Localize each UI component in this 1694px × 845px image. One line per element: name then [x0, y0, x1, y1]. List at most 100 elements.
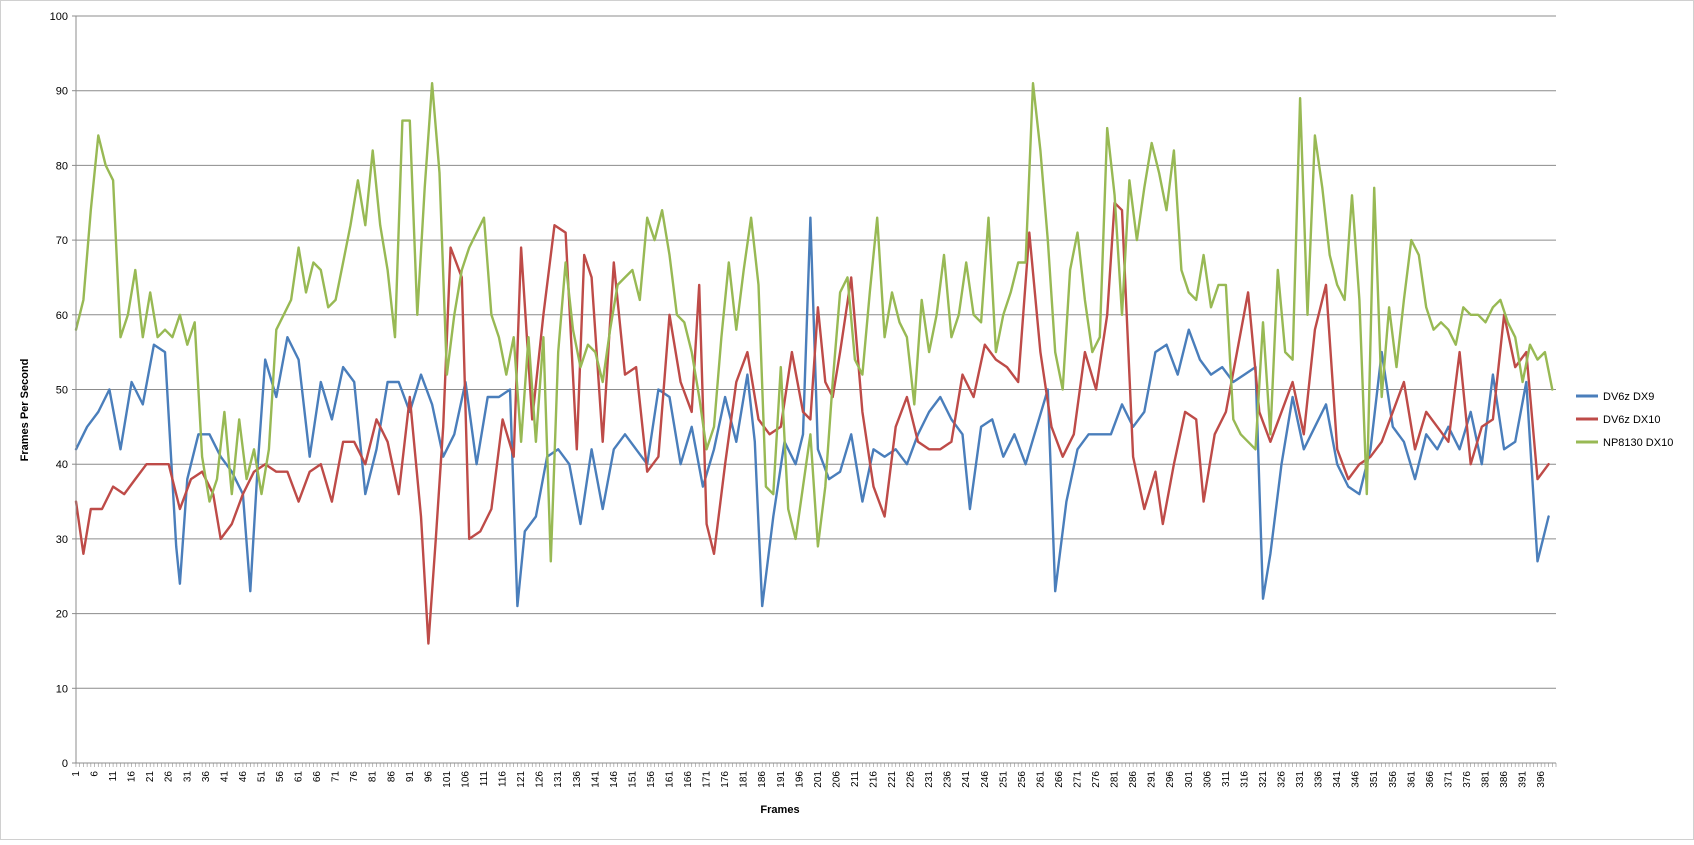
series-line-1 [74, 216, 1550, 608]
x-tick-label: 371 [1443, 771, 1454, 788]
x-tick-label: 101 [442, 771, 453, 788]
x-tick-label: 311 [1221, 771, 1232, 787]
x-tick-label: 326 [1277, 771, 1288, 788]
x-tick-label: 361 [1406, 771, 1417, 788]
x-axis-ticks: 1 6 11 16 21 26 31 36 41 46 51 56 61 66 71 76 81 86 91 96 10… [71, 763, 1557, 788]
x-tick-label: 106 [460, 771, 471, 788]
x-tick-label: 21 [145, 771, 156, 783]
x-tick-label: 196 [794, 771, 805, 788]
y-tick-label: 10 [56, 683, 68, 695]
x-tick-label: 261 [1035, 771, 1046, 788]
x-tick-label: 131 [553, 771, 564, 788]
x-tick-label: 121 [516, 771, 527, 788]
x-tick-label: 356 [1388, 771, 1399, 788]
x-tick-label: 136 [572, 771, 583, 788]
x-tick-label: 226 [906, 771, 917, 788]
x-tick-label: 191 [776, 771, 787, 788]
x-tick-label: 41 [219, 771, 230, 783]
x-tick-label: 336 [1314, 771, 1325, 788]
x-tick-label: 246 [980, 771, 991, 788]
x-tick-label: 126 [535, 771, 546, 788]
series-line-2 [74, 201, 1550, 645]
x-tick-label: 216 [868, 771, 879, 788]
x-tick-label: 266 [1054, 771, 1065, 788]
x-tick-label: 221 [887, 771, 898, 788]
x-tick-label: 16 [127, 771, 138, 783]
y-tick-label: 70 [56, 235, 68, 247]
x-tick-label: 11 [108, 771, 119, 782]
x-tick-label: 71 [331, 771, 342, 783]
x-tick-label: 66 [312, 771, 323, 783]
x-tick-label: 211 [850, 771, 861, 787]
x-tick-label: 271 [1073, 771, 1084, 788]
x-tick-label: 116 [498, 771, 509, 787]
x-tick-label: 316 [1239, 771, 1250, 788]
y-tick-label: 90 [56, 86, 68, 98]
x-tick-label: 376 [1462, 771, 1473, 788]
y-tick-label: 80 [56, 160, 68, 172]
x-tick-label: 241 [961, 771, 972, 788]
x-tick-label: 161 [664, 771, 675, 788]
x-tick-label: 31 [182, 771, 193, 783]
y-tick-label: 30 [56, 534, 68, 546]
y-tick-label: 100 [50, 11, 68, 23]
x-tick-label: 6 [90, 771, 101, 777]
x-tick-label: 321 [1258, 771, 1269, 788]
x-tick-label: 171 [702, 771, 713, 788]
y-tick-label: 60 [56, 310, 68, 322]
x-tick-label: 1 [71, 771, 82, 777]
x-tick-label: 251 [998, 771, 1009, 788]
x-tick-label: 381 [1481, 771, 1492, 788]
x-tick-label: 201 [813, 771, 824, 788]
x-tick-label: 81 [368, 771, 379, 783]
y-tick-label: 50 [56, 385, 68, 397]
x-tick-label: 36 [201, 771, 212, 783]
x-tick-label: 351 [1369, 771, 1380, 788]
x-axis-title: Frames [760, 804, 799, 816]
x-tick-label: 186 [757, 771, 768, 788]
axes [75, 16, 1556, 764]
x-tick-label: 281 [1110, 771, 1121, 788]
x-tick-label: 91 [405, 771, 416, 783]
x-tick-label: 386 [1499, 771, 1510, 788]
y-axis-title: Frames Per Second [19, 359, 31, 462]
x-tick-label: 26 [164, 771, 175, 783]
x-tick-label: 76 [349, 771, 360, 783]
x-tick-label: 166 [683, 771, 694, 788]
x-tick-label: 176 [720, 771, 731, 788]
x-tick-label: 151 [627, 771, 638, 788]
legend: DV6z DX9 DV6z DX10 NP8130 DX10 [1576, 391, 1673, 449]
x-tick-label: 276 [1091, 771, 1102, 788]
y-tick-label: 40 [56, 459, 68, 471]
series-lines [74, 81, 1554, 645]
y-tick-label: 0 [62, 758, 68, 770]
series-line-3 [74, 81, 1554, 563]
x-tick-label: 256 [1017, 771, 1028, 788]
x-tick-label: 96 [423, 771, 434, 783]
x-tick-label: 86 [386, 771, 397, 783]
x-tick-label: 111 [479, 771, 490, 787]
x-tick-label: 51 [256, 771, 267, 783]
legend-label-3: NP8130 DX10 [1603, 437, 1673, 449]
x-tick-label: 306 [1202, 771, 1213, 788]
x-tick-label: 341 [1332, 771, 1343, 788]
x-tick-label: 296 [1165, 771, 1176, 788]
x-tick-label: 56 [275, 771, 286, 783]
x-tick-label: 46 [238, 771, 249, 783]
x-tick-label: 366 [1425, 771, 1436, 788]
x-tick-label: 206 [831, 771, 842, 788]
x-tick-label: 236 [943, 771, 954, 788]
x-tick-label: 346 [1351, 771, 1362, 788]
y-axis-ticks: 0 10 20 30 40 50 60 70 80 90 100 [50, 11, 76, 770]
x-tick-label: 141 [590, 771, 601, 788]
x-tick-label: 61 [294, 771, 305, 783]
x-tick-label: 391 [1518, 771, 1529, 788]
x-tick-label: 291 [1147, 771, 1158, 788]
x-tick-label: 286 [1128, 771, 1139, 788]
y-tick-label: 20 [56, 609, 68, 621]
x-tick-label: 156 [646, 771, 657, 788]
x-tick-label: 146 [609, 771, 620, 788]
x-tick-label: 396 [1536, 771, 1547, 788]
